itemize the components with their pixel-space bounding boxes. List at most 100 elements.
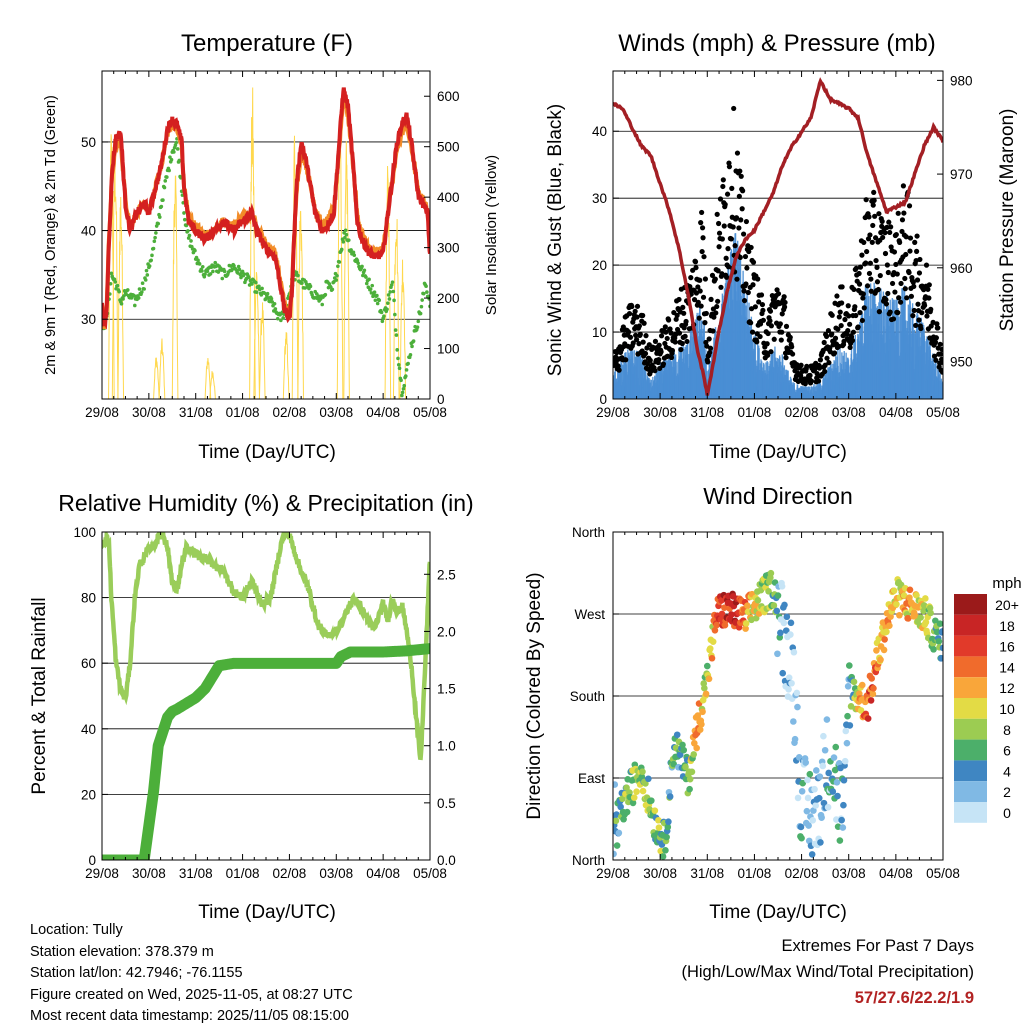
winds-title: Winds (mph) & Pressure (mb) bbox=[618, 30, 935, 57]
gust-point bbox=[660, 361, 667, 367]
dewpoint-point bbox=[152, 239, 157, 244]
y-tick-label: 40 bbox=[81, 722, 96, 737]
x-tick-label: 03/08 bbox=[832, 405, 866, 420]
direction-point bbox=[798, 834, 805, 842]
gust-point bbox=[907, 248, 913, 254]
gust-point bbox=[760, 307, 766, 313]
gust-point bbox=[856, 281, 863, 287]
direction-point bbox=[823, 716, 831, 723]
y2-tick-label: 970 bbox=[950, 167, 973, 182]
direction-point bbox=[937, 655, 943, 662]
gust-point bbox=[626, 311, 633, 317]
dewpoint-point bbox=[150, 253, 154, 258]
y-tick-label: 30 bbox=[592, 191, 607, 206]
colorbar-swatch bbox=[954, 635, 987, 657]
gust-point bbox=[744, 265, 750, 271]
dewpoint-point bbox=[425, 290, 429, 294]
gust-point bbox=[899, 217, 906, 223]
gust-point bbox=[640, 312, 646, 319]
gust-point bbox=[668, 330, 674, 336]
gust-point bbox=[938, 351, 943, 357]
solar-insolation-peak bbox=[153, 357, 160, 399]
gust-point bbox=[798, 362, 804, 368]
dewpoint-point bbox=[154, 231, 158, 235]
y2-tick-label: 100 bbox=[437, 342, 460, 357]
gust-point bbox=[872, 235, 879, 241]
gust-point bbox=[674, 312, 680, 318]
gust-point bbox=[834, 293, 840, 299]
direction-point bbox=[867, 697, 875, 704]
direction-point bbox=[639, 768, 646, 776]
temperature-frame bbox=[101, 70, 431, 400]
gust-point bbox=[725, 264, 732, 270]
direction-point bbox=[920, 602, 928, 609]
gust-point bbox=[759, 301, 766, 308]
gust-point bbox=[669, 347, 676, 354]
dewpoint-point bbox=[402, 383, 407, 388]
colorbar-label: 12 bbox=[999, 680, 1015, 696]
dewpoint-point bbox=[339, 247, 344, 252]
direction-point bbox=[935, 638, 943, 645]
gust-point bbox=[904, 295, 910, 301]
gust-point bbox=[681, 310, 687, 316]
gust-point bbox=[836, 314, 842, 320]
winds-xlabel: Time (Day/UTC) bbox=[709, 442, 847, 463]
colorbar-label: 10 bbox=[999, 701, 1015, 717]
gust-point bbox=[630, 340, 636, 346]
direction-point bbox=[850, 678, 858, 686]
gust-point bbox=[850, 329, 857, 335]
direction-point bbox=[932, 617, 939, 625]
direction-point bbox=[686, 785, 693, 793]
x-tick-label: 03/08 bbox=[319, 405, 353, 420]
gust-point bbox=[859, 252, 865, 258]
y2-tick-label: 400 bbox=[437, 190, 460, 205]
dewpoint-point bbox=[399, 378, 403, 383]
gust-point bbox=[822, 368, 828, 375]
x-tick-label: 02/08 bbox=[273, 405, 307, 420]
direction-point bbox=[706, 645, 714, 652]
dewpoint-point bbox=[382, 314, 386, 318]
direction-point bbox=[797, 823, 805, 831]
gust-point bbox=[821, 339, 827, 346]
dewpoint-point bbox=[189, 239, 193, 243]
gust-point bbox=[738, 217, 744, 223]
direction-tick-label: North bbox=[572, 853, 605, 868]
gust-point bbox=[652, 338, 659, 344]
dewpoint-point bbox=[395, 348, 400, 352]
direction-point bbox=[880, 646, 888, 654]
gust-point bbox=[706, 336, 712, 342]
direction-point bbox=[922, 618, 930, 626]
gust-point bbox=[789, 344, 795, 350]
x-tick-label: 31/08 bbox=[179, 866, 213, 881]
dewpoint-point bbox=[370, 283, 375, 288]
gust-point bbox=[695, 299, 701, 305]
direction-point bbox=[844, 712, 851, 720]
direction-point bbox=[912, 612, 919, 620]
direction-point bbox=[831, 766, 839, 774]
y2-tick-label: 950 bbox=[950, 355, 973, 370]
dewpoint-point bbox=[343, 228, 348, 233]
direction-point bbox=[844, 682, 852, 690]
dewpoint-point bbox=[196, 258, 200, 262]
colorbar-label: 16 bbox=[999, 639, 1015, 655]
gust-point bbox=[658, 349, 664, 355]
x-tick-label: 30/08 bbox=[643, 866, 677, 881]
dewpoint-point bbox=[367, 277, 371, 282]
y-tick-label: 0 bbox=[599, 392, 607, 407]
gust-point bbox=[782, 299, 788, 306]
gust-point bbox=[731, 105, 737, 112]
wind-direction-title: Wind Direction bbox=[703, 483, 853, 509]
direction-point bbox=[778, 582, 786, 590]
direction-point bbox=[615, 829, 623, 837]
gust-point bbox=[860, 295, 866, 301]
gust-point bbox=[842, 316, 848, 323]
gust-point bbox=[839, 284, 845, 290]
direction-point bbox=[696, 726, 704, 734]
temperature-plot-area bbox=[102, 87, 430, 399]
gust-point bbox=[889, 280, 896, 287]
gust-point bbox=[831, 350, 838, 356]
gust-point bbox=[714, 211, 720, 217]
y2-tick-label: 0.5 bbox=[437, 796, 456, 811]
dewpoint-point bbox=[222, 269, 227, 274]
x-tick-label: 29/08 bbox=[596, 866, 630, 881]
